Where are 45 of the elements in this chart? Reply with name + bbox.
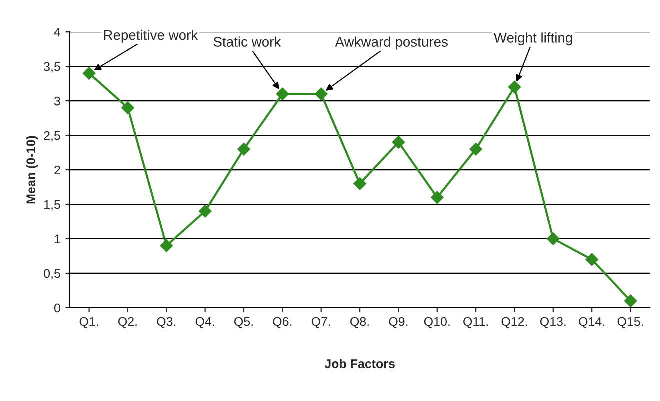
x-tick-label: Q15. [618, 317, 644, 328]
y-axis-title: Mean (0-10) [26, 136, 38, 204]
y-tick-label: 3 [54, 96, 60, 106]
point [122, 102, 134, 114]
x-tick-label: Q7. [312, 317, 330, 328]
y-tick-label: 4 [54, 28, 61, 37]
point [546, 232, 560, 246]
point [160, 239, 174, 252]
annotation: Repetitive work [104, 30, 198, 43]
point [82, 67, 96, 80]
point [624, 294, 638, 308]
point [392, 136, 406, 149]
annotation: Awkward postures [335, 36, 448, 50]
point [354, 177, 366, 190]
point [198, 204, 212, 218]
x-tick-label: Q1. [80, 317, 98, 328]
x-tick-label: Q5. [234, 317, 253, 328]
point [314, 88, 328, 101]
x-tick-label: Q2. [118, 317, 137, 328]
y-tick-label: 0,5 [44, 269, 60, 280]
point [508, 80, 522, 94]
y-tick-label: 2,5 [44, 131, 60, 142]
x-tick-label: Q9. [389, 317, 408, 328]
x-tick-label: Q8. [350, 317, 369, 328]
x-axis-title: Job Factors [324, 359, 395, 368]
x-tick-label: Q4. [196, 317, 214, 328]
y-tick-label: 2 [54, 166, 60, 175]
y-tick-label: 3,5 [44, 62, 60, 73]
x-tick-label: Q10. [424, 317, 450, 328]
point [276, 88, 290, 101]
x-tick-label: Q6. [273, 317, 292, 328]
point [430, 191, 444, 204]
y-tick-label: 0 [54, 304, 60, 313]
x-tick-label: Q11. [464, 317, 488, 328]
x-tick-label: Q14. [579, 317, 604, 328]
y-tick-label: 1,5 [44, 200, 60, 211]
x-tick-label: Q12. [502, 317, 528, 328]
point [470, 142, 482, 156]
y-tick-label: 1 [54, 234, 60, 244]
point [238, 142, 250, 156]
annotation: Weight lifting [494, 32, 572, 46]
x-tick-label: Q13. [540, 317, 566, 328]
point [586, 253, 598, 266]
annotation: Static work [214, 36, 282, 47]
x-tick-label: Q3. [157, 317, 176, 328]
